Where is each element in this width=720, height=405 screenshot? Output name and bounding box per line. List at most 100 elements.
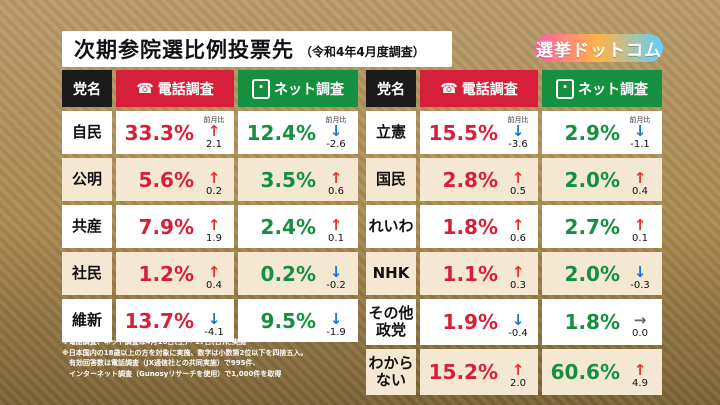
net-value: 2.7% [564,214,620,239]
phone-value: 33.3% [124,120,194,145]
arrow-down-icon: ↓ [633,262,647,281]
phone-cell: 1.8% ↑ 0.6 [420,205,538,248]
page-subtitle: （令和4年4月度調査） [300,44,425,59]
party-name: 社民 [62,252,112,295]
net-change-value: -1.1 [630,138,650,150]
net-cell: 3.5% ↑ 0.6 [238,158,358,201]
phone-cell: 13.7% ↓ -4.1 [116,299,234,342]
net-change: ↓ -0.3 [624,257,656,291]
phone-change-value: -0.4 [508,328,528,339]
net-value: 2.0% [564,167,620,192]
net-change: ↑ 0.1 [624,210,656,244]
net-value: 9.5% [260,308,316,333]
smartphone-icon: • [252,78,270,99]
net-change-value: 0.1 [328,232,344,244]
left-rows: 自民 33.3% 前月比 ↑ 2.1 12.4% 前月比 ↓ -2.6 公明 5.6% ↑ 0.2 3.5… [62,111,358,342]
phone-cell: 15.2% ↑ 2.0 [420,349,538,395]
net-cell: 12.4% 前月比 ↓ -2.6 [238,111,358,154]
arrow-down-icon: ↓ [329,309,343,328]
arrow-down-icon: ↓ [329,121,343,140]
net-change: 前月比 ↓ -2.6 [320,116,352,150]
phone-cell: 15.5% 前月比 ↓ -3.6 [420,111,538,154]
left-table: 党名 ☎ 電話調査 • ネット調査 自民 33.3% 前月比 ↑ 2.1 12.4% 前月比… [62,70,358,346]
net-cell: 9.5% ↓ -1.9 [238,299,358,342]
net-change-value: -0.2 [326,279,346,291]
phone-cell: 2.8% ↑ 0.5 [420,158,538,201]
phone-icon: ☎ [136,80,154,97]
header-net: • ネット調査 [542,70,662,107]
net-value: 2.9% [564,120,620,145]
party-name: 公明 [62,158,112,201]
prev-month-label: 前月比 [507,115,529,124]
arrow-down-icon: ↓ [329,262,343,281]
phone-change-value: 0.2 [206,185,222,197]
phone-change-value: -4.1 [204,326,224,338]
title-box: 次期参院選比例投票先 （令和4年4月度調査） [62,31,452,67]
net-change-value: 0.0 [632,328,648,339]
net-change-value: 0.6 [328,185,344,197]
table-row: 社民 1.2% ↑ 0.4 0.2% ↓ -0.2 [62,252,358,295]
arrow-up-icon: ↑ [511,262,525,281]
arrow-up-icon: ↑ [633,215,647,234]
party-name: れいわ [366,205,416,248]
page-title: 次期参院選比例投票先 [74,38,294,62]
header-phone-label: 電話調査 [461,81,518,98]
net-cell: 2.4% ↑ 0.1 [238,205,358,248]
phone-value: 15.5% [428,120,498,145]
phone-cell: 1.9% ↓ -0.4 [420,299,538,345]
table-row: わからない 15.2% ↑ 2.0 60.6% ↑ 4.9 [366,349,662,395]
table-row: 公明 5.6% ↑ 0.2 3.5% ↑ 0.6 [62,158,358,201]
brand-logo: 選挙ドットコム [535,34,663,62]
phone-change-value: 0.6 [510,232,526,244]
arrow-up-icon: ↑ [511,215,525,234]
arrow-down-icon: ↓ [633,121,647,140]
net-cell: 2.0% ↓ -0.3 [542,252,662,295]
arrow-up-icon: ↑ [207,262,221,281]
table-row: 共産 7.9% ↑ 1.9 2.4% ↑ 0.1 [62,205,358,248]
party-name: 国民 [366,158,416,201]
net-change: ↑ 4.9 [624,355,656,390]
table-header: 党名 ☎ 電話調査 • ネット調査 [366,70,662,107]
phone-value: 1.2% [138,261,194,286]
phone-change: 前月比 ↑ 2.1 [198,116,230,150]
arrow-up-icon: ↑ [633,361,647,379]
phone-cell: 5.6% ↑ 0.2 [116,158,234,201]
header-phone-label: 電話調査 [157,81,214,98]
net-cell: 2.9% 前月比 ↓ -1.1 [542,111,662,154]
header-net: • ネット調査 [238,70,358,107]
phone-value: 15.2% [428,360,498,384]
phone-cell: 7.9% ↑ 1.9 [116,205,234,248]
header-net-label: ネット調査 [578,81,648,98]
party-name: その他 政党 [366,299,416,345]
net-value: 2.0% [564,261,620,286]
net-change: → 0.0 [624,305,656,340]
right-table: 党名 ☎ 電話調査 • ネット調査 立憲 15.5% 前月比 ↓ -3.6 2.9% 前月比… [366,70,662,399]
arrow-up-icon: ↑ [633,168,647,187]
arrow-down-icon: ↓ [207,309,221,328]
phone-change: ↑ 0.2 [198,163,230,197]
net-cell: 60.6% ↑ 4.9 [542,349,662,395]
phone-change-value: 0.3 [510,279,526,291]
arrow-up-icon: ↑ [329,168,343,187]
party-name: わからない [366,349,416,395]
net-change: ↑ 0.6 [320,163,352,197]
phone-change: ↑ 0.3 [502,257,534,291]
phone-change: ↑ 1.9 [198,210,230,244]
phone-change-value: 2.1 [206,138,222,150]
net-value: 60.6% [550,360,620,384]
net-change: ↓ -0.2 [320,257,352,291]
smartphone-icon: • [556,78,574,99]
table-row: その他 政党 1.9% ↓ -0.4 1.8% → 0.0 [366,299,662,345]
net-value: 3.5% [260,167,316,192]
net-cell: 1.8% → 0.0 [542,299,662,345]
header-party: 党名 [62,70,112,107]
footnote: インターネット調査（Gunosyリサーチを使用）で1,000件を取得 [62,369,282,378]
party-name: NHK [366,252,416,295]
arrow-flat-icon: → [633,311,647,329]
footnotes: ※電話調査、ネット調査は4月16日(土)・17日(日)に実施 ※日本国内の18歳… [62,337,362,379]
phone-value: 1.8% [442,214,498,239]
phone-change: ↑ 2.0 [502,355,534,390]
header-phone: ☎ 電話調査 [420,70,538,107]
phone-value: 5.6% [138,167,194,192]
phone-value: 1.1% [442,261,498,286]
